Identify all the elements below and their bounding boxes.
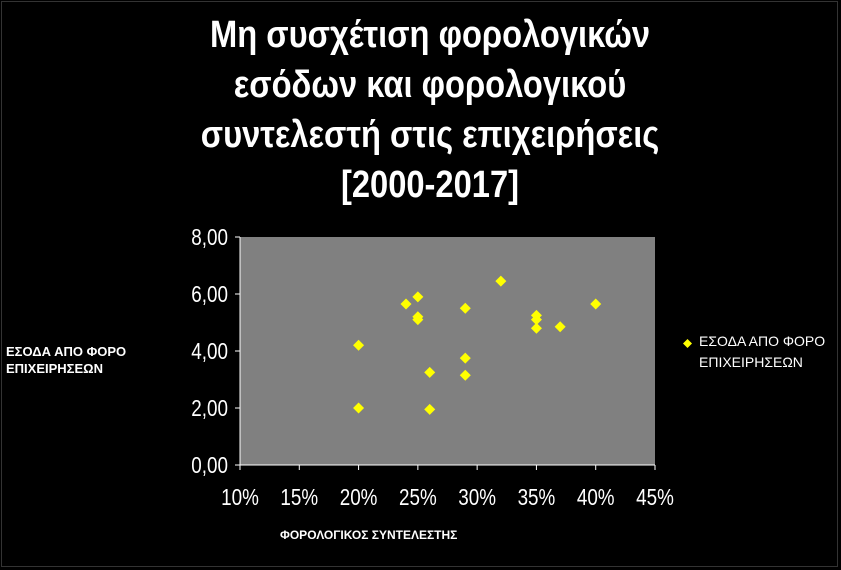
data-point <box>495 275 507 287</box>
data-point <box>590 298 602 310</box>
plot-area <box>240 237 655 465</box>
legend-marker-icon <box>683 339 692 348</box>
chart-title-line-3: συντελεστή στις επιχειρήσεις <box>200 114 660 156</box>
x-tick-label: 45% <box>636 485 674 510</box>
x-tick-label: 20% <box>340 485 378 510</box>
y-axis-label: ΕΣΟΔΑ ΑΠΟ ΦΟΡΟ ΕΠΙΧΕΙΡΗΣΕΩΝ <box>6 344 127 376</box>
chart-title: Μη συσχέτιση φορολογικών εσόδων και φορο… <box>163 10 696 210</box>
data-point <box>424 366 436 378</box>
data-point <box>459 302 471 314</box>
data-point <box>530 314 542 326</box>
data-point <box>353 339 365 351</box>
chart-title-line-4: [2000-2017] <box>340 164 520 206</box>
data-point <box>530 322 542 334</box>
data-point <box>554 321 566 333</box>
y-tick-label: 2,00 <box>191 396 228 421</box>
y-tick-label: 4,00 <box>191 339 228 364</box>
data-point <box>459 369 471 381</box>
y-tick-label: 0,00 <box>191 453 228 478</box>
x-tick-label: 10% <box>221 485 259 510</box>
chart-title-line-2: εσόδων και φορολογικού <box>233 64 627 106</box>
data-point <box>400 298 412 310</box>
x-tick-label: 30% <box>458 485 496 510</box>
data-point <box>412 291 424 303</box>
x-tick-label: 15% <box>280 485 318 510</box>
y-tick-label: 8,00 <box>191 225 228 250</box>
chart-title-line-1: Μη συσχέτιση φορολογικών <box>209 14 651 56</box>
x-tick-label: 25% <box>399 485 437 510</box>
data-point <box>424 403 436 415</box>
legend-entry-label: ΕΣΟΔΑ ΑΠΟ ΦΟΡΟ ΕΠΙΧΕΙΡΗΣΕΩΝ <box>699 333 826 370</box>
x-tick-label: 35% <box>518 485 556 510</box>
x-tick-label: 40% <box>577 485 615 510</box>
data-point <box>412 314 424 326</box>
x-axis-label: ΦΟΡΟΛΟΓΙΚΟΣ ΣΥΝΤΕΛΕΣΤΗΣ <box>280 528 458 542</box>
data-point <box>353 402 365 414</box>
data-point <box>459 352 471 364</box>
y-tick-label: 6,00 <box>191 282 228 307</box>
